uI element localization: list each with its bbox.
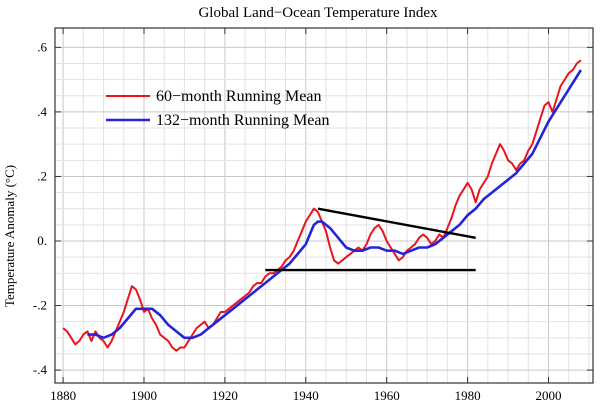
- x-tick-label: 1940: [293, 388, 319, 403]
- plot-area: 1880 1900 1920 1940 1960 1980 2000 -.4 -.2 0. .2 .4…: [33, 27, 594, 403]
- x-tick-label: 1980: [455, 388, 481, 403]
- series-line-60-month: [62, 59, 582, 352]
- annotation-trend-line: [317, 207, 476, 239]
- y-tick-label: .4: [37, 104, 47, 119]
- x-tick-label: 1920: [212, 388, 238, 403]
- y-tick-label: -.4: [33, 362, 48, 377]
- plot-frame: [54, 27, 594, 384]
- y-tick-label: -.2: [33, 298, 47, 313]
- y-axis-label: Temperature Anomaly (°C): [2, 165, 17, 307]
- series-line-132-month: [87, 69, 583, 340]
- y-tick-label: .6: [37, 39, 47, 54]
- y-tick-label: .2: [37, 168, 47, 183]
- x-tick-label: 2000: [536, 388, 562, 403]
- legend-label: 60−month Running Mean: [156, 88, 321, 105]
- x-tick-label: 1960: [374, 388, 400, 403]
- legend-label: 132−month Running Mean: [156, 112, 329, 129]
- chart-title: Global Land−Ocean Temperature Index: [198, 5, 438, 21]
- y-tick-label: 0.: [37, 233, 47, 248]
- x-tick-label: 1880: [50, 388, 76, 403]
- x-tick-label: 1900: [131, 388, 157, 403]
